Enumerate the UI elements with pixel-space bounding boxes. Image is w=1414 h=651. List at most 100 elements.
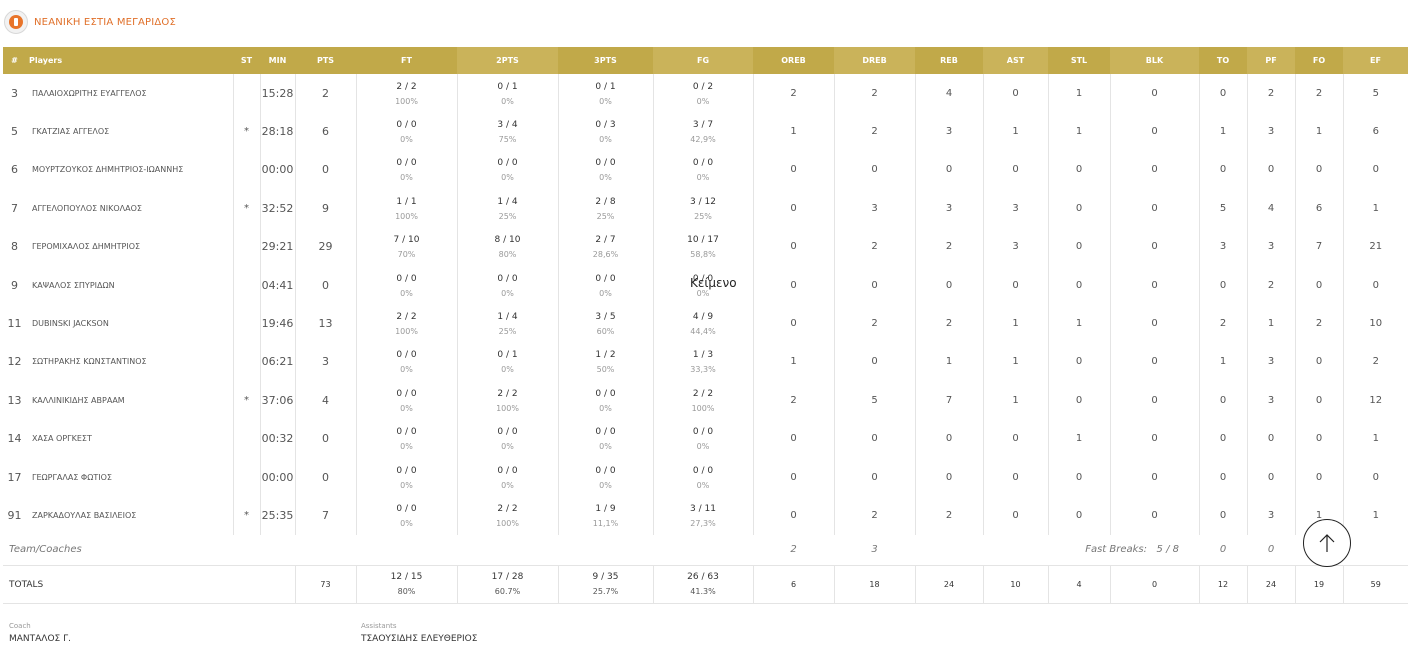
table-bottom-divider (3, 603, 1408, 604)
player-stl: 0 (1047, 381, 1110, 420)
player-name[interactable]: ΜΟΥΡΤΖΟΥΚΟΣ ΔΗΜΗΤΡΙΟΣ-ΙΩΑΝΝΗΣ (32, 165, 184, 175)
col-header-pf[interactable]: PF (1247, 47, 1295, 74)
player-number[interactable]: 12 (7, 355, 22, 369)
player-ft-pct: 70% (397, 250, 416, 260)
player-name[interactable]: ΓΕΡΟΜΙΧΑΛΟΣ ΔΗΜΗΤΡΙΟΣ (32, 242, 141, 252)
player-3pts-pct: 11,1% (592, 518, 619, 528)
player-2pts-made: 2 / 2 (497, 503, 518, 514)
col-header-ft[interactable]: FT (356, 47, 457, 74)
player-fo: 2 (1294, 74, 1343, 113)
player-fg-pct: 25% (694, 211, 712, 221)
player-min: 29:21 (259, 227, 295, 266)
arrow-up-icon (1319, 534, 1335, 552)
col-header-reb[interactable]: REB (915, 47, 983, 74)
col-header-number[interactable]: # (3, 47, 26, 74)
player-number[interactable]: 9 (11, 278, 18, 292)
col-header-blk[interactable]: BLK (1110, 47, 1199, 74)
player-3pts-made: 0 / 1 (595, 81, 616, 92)
col-header-dreb[interactable]: DREB (834, 47, 915, 74)
player-number[interactable]: 5 (11, 125, 18, 139)
col-header-pts[interactable]: PTS (295, 47, 356, 74)
player-name[interactable]: ΚΑΨΑΛΟΣ ΣΠΥΡΙΔΩΝ (32, 280, 115, 290)
col-header-st[interactable]: ST (233, 47, 260, 74)
player-min: 04:41 (259, 265, 295, 305)
player-pf: 0 (1246, 419, 1295, 458)
player-number[interactable]: 6 (11, 163, 18, 177)
player-stl: 1 (1047, 112, 1110, 151)
team-pf: 0 (1267, 544, 1275, 556)
player-3pts-made: 1 / 9 (595, 503, 616, 514)
player-number[interactable]: 91 (7, 508, 22, 522)
player-min: 28:18 (259, 112, 295, 151)
player-2pts-pct: 0% (501, 288, 514, 298)
player-reb: 2 (914, 496, 983, 535)
player-number[interactable]: 11 (7, 317, 22, 331)
player-name[interactable]: ΚΑΛΛΙΝΙΚΙΔΗΣ ΑΒΡΑΑΜ (32, 395, 125, 405)
player-pf: 4 (1246, 189, 1295, 228)
player-fg-pct: 0% (696, 480, 710, 490)
player-number[interactable]: 8 (11, 240, 18, 254)
player-oreb: 0 (752, 419, 834, 458)
player-2pts-pct: 75% (498, 135, 517, 145)
player-ast: 0 (982, 457, 1048, 497)
player-blk: 0 (1109, 189, 1199, 228)
starter-mark (232, 150, 260, 190)
player-number[interactable]: 17 (7, 470, 22, 484)
player-fg: 0 / 0 0% (652, 150, 753, 190)
col-header-3pts[interactable]: 3PTS (558, 47, 653, 74)
table-row: 7 ΑΓΓΕΛΟΠΟΥΛΟΣ ΝΙΚΟΛΑΟΣ * 32:52 9 1 / 1 100% 1 … (3, 189, 1408, 228)
player-2pts: 3 / 4 75% (456, 112, 558, 151)
totals-oreb: 6 (752, 564, 834, 604)
team-logo-icon (4, 10, 28, 34)
player-name[interactable]: ΠΑΛΑΙΟΧΩΡΙΤΗΣ ΕΥΑΓΓΕΛΟΣ (32, 88, 147, 98)
col-header-2pts[interactable]: 2PTS (457, 47, 558, 74)
team-title[interactable]: ΝΕΑΝΙΚΗ ΕΣΤΙΑ ΜΕΓΑΡΙΔΟΣ (34, 16, 177, 28)
player-name[interactable]: ΣΩΤΗΡΑΚΗΣ ΚΩΝΣΤΑΝΤΙΝΟΣ (32, 357, 147, 367)
player-3pts-made: 3 / 5 (595, 312, 616, 323)
player-number[interactable]: 3 (11, 86, 18, 100)
col-header-players[interactable]: Players (26, 47, 233, 74)
player-fg: 0 / 0 0% (652, 457, 753, 497)
player-2pts: 0 / 1 0% (456, 342, 558, 382)
player-2pts-pct: 0% (501, 173, 514, 183)
col-header-ef[interactable]: EF (1343, 47, 1408, 74)
player-ef: 1 (1342, 419, 1408, 458)
player-fo: 2 (1294, 304, 1343, 343)
player-ast: 1 (982, 112, 1048, 151)
player-ast: 0 (982, 150, 1048, 190)
col-header-fo[interactable]: FO (1295, 47, 1343, 74)
player-pf: 1 (1246, 304, 1295, 343)
col-header-oreb[interactable]: OREB (753, 47, 834, 74)
player-name[interactable]: ΓΚΑΤΖΙΑΣ ΑΓΓΕΛΟΣ (32, 127, 110, 137)
player-number[interactable]: 13 (7, 393, 22, 407)
player-ft-pct: 0% (400, 480, 413, 490)
player-blk: 0 (1109, 496, 1199, 535)
player-ft-made: 2 / 2 (396, 312, 417, 323)
player-ft: 1 / 1 100% (355, 189, 457, 228)
player-fg: 3 / 7 42,9% (652, 112, 753, 151)
player-3pts-pct: 0% (599, 135, 612, 145)
player-reb: 0 (914, 150, 983, 190)
col-header-min[interactable]: MIN (260, 47, 295, 74)
col-header-ast[interactable]: AST (983, 47, 1048, 74)
player-2pts-pct: 80% (498, 250, 517, 260)
starter-mark (232, 74, 260, 113)
player-ef: 0 (1342, 150, 1408, 190)
col-header-to[interactable]: TO (1199, 47, 1247, 74)
player-stl: 0 (1047, 150, 1110, 190)
player-name[interactable]: ΑΓΓΕΛΟΠΟΥΛΟΣ ΝΙΚΟΛΑΟΣ (32, 203, 142, 213)
player-ft: 0 / 0 0% (355, 496, 457, 535)
col-header-fg[interactable]: FG (653, 47, 753, 74)
player-pf: 3 (1246, 496, 1295, 535)
player-name[interactable]: ΓΕΩΡΓΑΛΑΣ ΦΩΤΙΟΣ (32, 472, 112, 482)
player-name[interactable]: ΧΑΣΑ ΟΡΓΚΕΣΤ (32, 434, 92, 444)
player-ast: 3 (982, 189, 1048, 228)
player-name[interactable]: DUBINSKI JACKSON (32, 319, 109, 329)
player-number[interactable]: 7 (11, 201, 18, 215)
player-name[interactable]: ΖΑΡΚΑΔΟΥΛΑΣ ΒΑΣΙΛΕΙΟΣ (32, 510, 137, 520)
col-header-stl[interactable]: STL (1048, 47, 1110, 74)
starter-mark (232, 304, 260, 343)
player-pf: 3 (1246, 112, 1295, 151)
player-number[interactable]: 14 (7, 432, 22, 446)
scroll-to-top-button[interactable] (1303, 519, 1351, 567)
